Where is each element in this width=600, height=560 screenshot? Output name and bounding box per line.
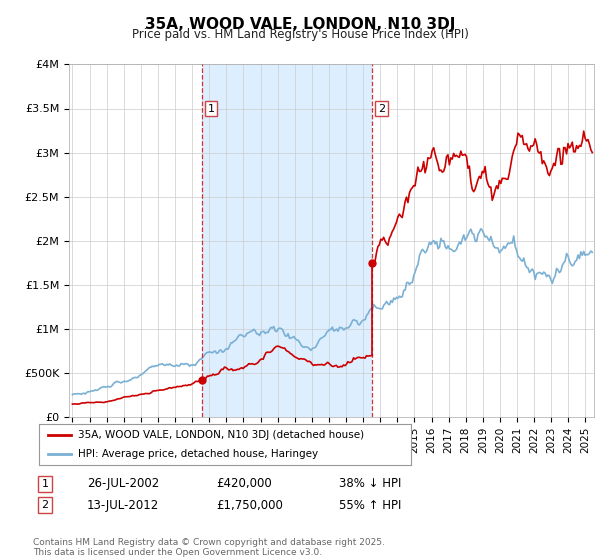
Bar xyxy=(202,64,372,417)
Text: 1: 1 xyxy=(208,104,215,114)
Text: Contains HM Land Registry data © Crown copyright and database right 2025.
This d: Contains HM Land Registry data © Crown c… xyxy=(33,538,385,557)
Text: 13-JUL-2012: 13-JUL-2012 xyxy=(87,498,159,512)
Text: 2: 2 xyxy=(41,500,49,510)
Text: 38% ↓ HPI: 38% ↓ HPI xyxy=(339,477,401,491)
Text: 2: 2 xyxy=(378,104,385,114)
Text: £1,750,000: £1,750,000 xyxy=(216,498,283,512)
Text: 35A, WOOD VALE, LONDON, N10 3DJ: 35A, WOOD VALE, LONDON, N10 3DJ xyxy=(145,17,455,32)
Text: HPI: Average price, detached house, Haringey: HPI: Average price, detached house, Hari… xyxy=(78,449,318,459)
Text: 1: 1 xyxy=(41,479,49,489)
Text: 26-JUL-2002: 26-JUL-2002 xyxy=(87,477,159,491)
Text: £420,000: £420,000 xyxy=(216,477,272,491)
Text: 35A, WOOD VALE, LONDON, N10 3DJ (detached house): 35A, WOOD VALE, LONDON, N10 3DJ (detache… xyxy=(78,430,364,440)
Text: Price paid vs. HM Land Registry's House Price Index (HPI): Price paid vs. HM Land Registry's House … xyxy=(131,28,469,41)
Text: 55% ↑ HPI: 55% ↑ HPI xyxy=(339,498,401,512)
